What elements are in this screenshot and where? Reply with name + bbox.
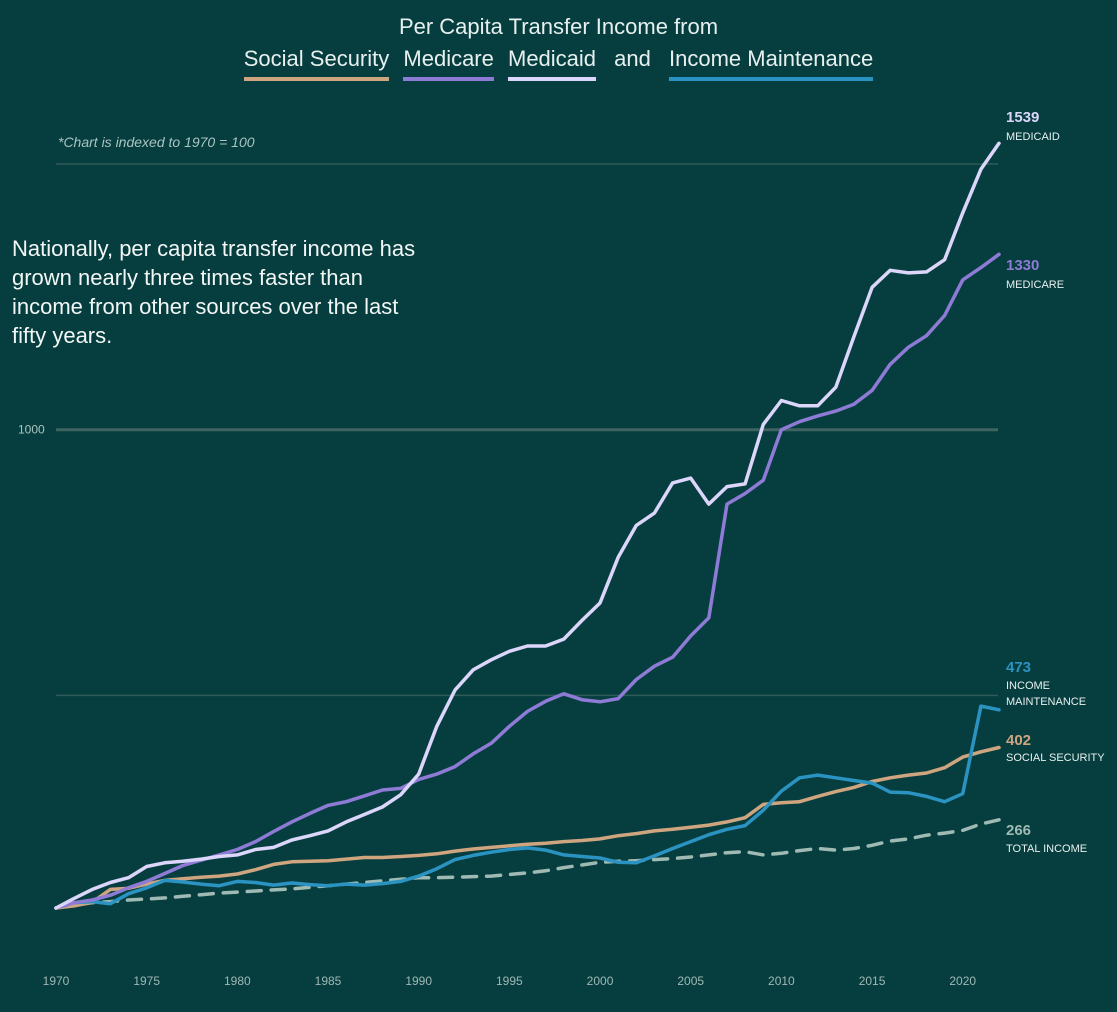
end-value-income-maintenance: 473	[1006, 659, 1031, 676]
x-tick-label-1980: 1980	[224, 974, 251, 988]
series-line-medicare	[54, 252, 1001, 910]
x-tick-label-2020: 2020	[949, 974, 976, 988]
end-value-social-security: 402	[1006, 732, 1031, 749]
legend-item-medicare: Medicare	[403, 42, 494, 81]
x-tick-label-2005: 2005	[677, 974, 704, 988]
end-label-total-income: TOTAL INCOME	[1006, 843, 1087, 855]
index-note: *Chart is indexed to 1970 = 100	[58, 134, 255, 150]
y-tick-label-1000: 1000	[18, 423, 45, 437]
end-label-income-maintenance: INCOME	[1006, 680, 1050, 692]
series-line-medicaid	[54, 141, 1001, 910]
end-value-total-income: 266	[1006, 822, 1031, 839]
x-tick-label-2010: 2010	[768, 974, 795, 988]
x-tick-label-1975: 1975	[133, 974, 160, 988]
chart-title-legend-line: Social Security Medicare Medicaid and In…	[0, 42, 1117, 81]
end-value-medicare: 1330	[1006, 257, 1039, 274]
x-tick-label-2000: 2000	[587, 974, 614, 988]
series-line-social-security	[54, 745, 1001, 910]
series-line-income-maintenance	[54, 704, 1001, 910]
end-label-social-security: SOCIAL SECURITY	[1006, 752, 1105, 764]
legend-connector: and	[614, 46, 651, 71]
chart-title: Per Capita Transfer Income from Social S…	[0, 12, 1117, 81]
annotation-text: Nationally, per capita transfer income h…	[12, 236, 416, 348]
x-tick-label-1970: 1970	[43, 974, 70, 988]
end-label-income-maintenance-1: MAINTENANCE	[1006, 696, 1086, 708]
x-tick-label-2015: 2015	[859, 974, 886, 988]
chart-title-line1: Per Capita Transfer Income from	[398, 14, 719, 39]
x-tick-label-1990: 1990	[405, 974, 432, 988]
legend-item-social-security: Social Security	[243, 42, 390, 81]
legend-item-income-maintenance: Income Maintenance	[669, 42, 874, 81]
x-tick-label-1985: 1985	[315, 974, 342, 988]
legend-item-medicaid: Medicaid	[508, 42, 597, 81]
end-label-medicaid: MEDICAID	[1006, 131, 1060, 143]
end-value-medicaid: 1539	[1006, 109, 1039, 126]
x-tick-label-1995: 1995	[496, 974, 523, 988]
end-label-medicare: MEDICARE	[1006, 279, 1064, 291]
series-line-total-income	[54, 818, 1001, 910]
